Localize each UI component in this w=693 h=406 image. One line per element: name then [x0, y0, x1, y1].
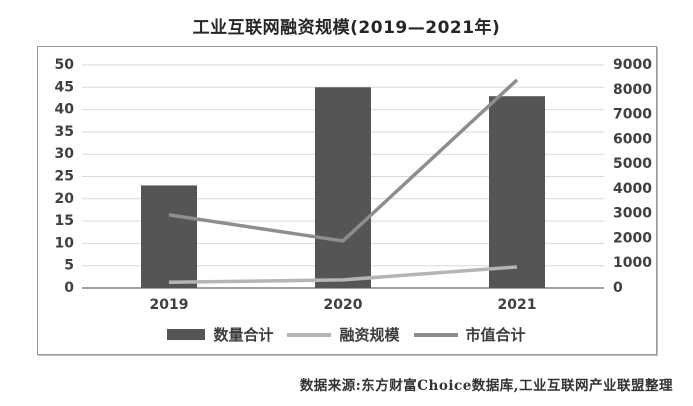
svg-text:5000: 5000: [613, 156, 652, 172]
svg-text:0: 0: [64, 280, 74, 296]
svg-text:8000: 8000: [613, 82, 652, 98]
legend-bar-swatch-icon: [167, 329, 206, 340]
svg-text:9000: 9000: [613, 57, 652, 73]
svg-text:3000: 3000: [613, 206, 652, 222]
svg-text:2021: 2021: [497, 297, 536, 313]
chart-title: 工业互联网融资规模(2019—2021年): [192, 18, 501, 38]
legend-label-count: 数量合计: [213, 326, 274, 344]
legend-label-financing: 融资规模: [339, 326, 400, 344]
svg-text:1000: 1000: [613, 255, 652, 271]
source-note: 数据来源:东方财富Choice数据库,工业互联网产业联盟整理: [299, 378, 673, 394]
svg-text:4000: 4000: [613, 181, 652, 197]
svg-text:10: 10: [54, 235, 74, 251]
svg-text:0: 0: [613, 280, 623, 296]
svg-text:25: 25: [54, 169, 73, 185]
svg-text:20: 20: [54, 191, 74, 207]
legend-line-medium-swatch-icon: [413, 332, 458, 337]
svg-text:2019: 2019: [149, 297, 188, 313]
svg-text:40: 40: [54, 102, 74, 118]
svg-text:50: 50: [54, 57, 74, 73]
svg-text:35: 35: [54, 124, 73, 140]
chart-legend: 数量合计 融资规模 市值合计: [38, 324, 656, 345]
svg-text:30: 30: [54, 146, 74, 162]
svg-text:15: 15: [54, 213, 73, 229]
chart-container: 0 5 10 15 20 25 30 35 40 45 50 0 1000 2000 3000 4000 500…: [36, 46, 657, 355]
legend-label-market-value: 市值合计: [465, 326, 526, 344]
legend-item-market-value: 市值合计: [413, 324, 526, 345]
svg-text:6000: 6000: [613, 131, 652, 147]
legend-item-financing: 融资规模: [287, 324, 400, 345]
legend-item-count: 数量合计: [167, 324, 273, 345]
chart-plot: 0 5 10 15 20 25 30 35 40 45 50 0 1000 2000 3000 4000 500…: [54, 57, 652, 313]
svg-text:5: 5: [64, 258, 74, 274]
svg-text:45: 45: [54, 79, 73, 95]
legend-line-light-swatch-icon: [287, 332, 332, 337]
svg-text:2000: 2000: [613, 230, 652, 246]
svg-text:7000: 7000: [613, 107, 652, 123]
svg-text:2020: 2020: [323, 297, 362, 313]
